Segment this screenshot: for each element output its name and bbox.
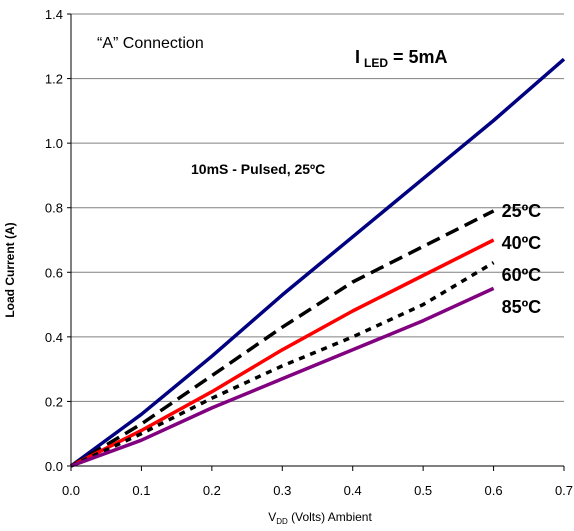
x-tick-label: 0.6 [485,483,503,498]
series-label: 25ºC [502,201,542,221]
annotation-iled-main: I [355,47,360,67]
x-tick-label: 0.4 [344,483,362,498]
x-axis-label-main: V [268,510,276,524]
x-tick-label: 0.5 [414,483,432,498]
x-tick-label: 0.1 [132,483,150,498]
y-tick-labels: 0.0 0.2 0.4 0.6 0.8 1.0 1.2 1.4 [45,7,63,474]
y-tick-label: 1.0 [45,136,63,151]
x-axis-label-sub: DD [276,517,288,526]
y-tick-label: 0.6 [45,265,63,280]
annotation-iled: I LED = 5mA [355,47,448,70]
annotation-iled-rest: = 5mA [388,47,448,67]
series-line-1 [70,209,495,468]
y-axis-label: Load Current (A) [3,222,17,317]
series-labels: 25ºC 40ºC 60ºC 85ºC [502,201,542,317]
x-tick-labels: 0.0 0.1 0.2 0.3 0.4 0.5 0.6 0.7 [62,483,573,498]
x-tick-label: 0.7 [555,483,573,498]
gridlines [71,13,564,402]
x-tick-label: 0.0 [62,483,80,498]
series-label: 60ºC [502,265,542,285]
y-tick-label: 1.2 [45,72,63,87]
series-lines [69,57,566,468]
x-tick-label: 0.2 [203,483,221,498]
x-tick-label: 0.3 [273,483,291,498]
series-line-0 [69,57,566,468]
annotation-connection: “A” Connection [97,35,204,52]
series-label: 40ºC [502,233,542,253]
x-axis-label: VDD (Volts) Ambient [268,510,372,526]
series-line-4 [70,286,495,468]
series-label: 85ºC [502,297,542,317]
annotation-iled-sub: LED [364,56,388,70]
y-tick-label: 1.4 [45,7,63,22]
y-tick-label: 0.4 [45,330,63,345]
y-tick-label: 0.8 [45,201,63,216]
x-axis-label-rest: (Volts) Ambient [288,510,373,524]
series-line-3 [70,261,495,468]
axes [67,13,565,471]
annotation-pulsed: 10mS - Pulsed, 25ºC [191,161,325,177]
y-tick-label: 0.2 [45,394,63,409]
series-line-2 [70,238,495,468]
y-tick-label: 0.0 [45,459,63,474]
